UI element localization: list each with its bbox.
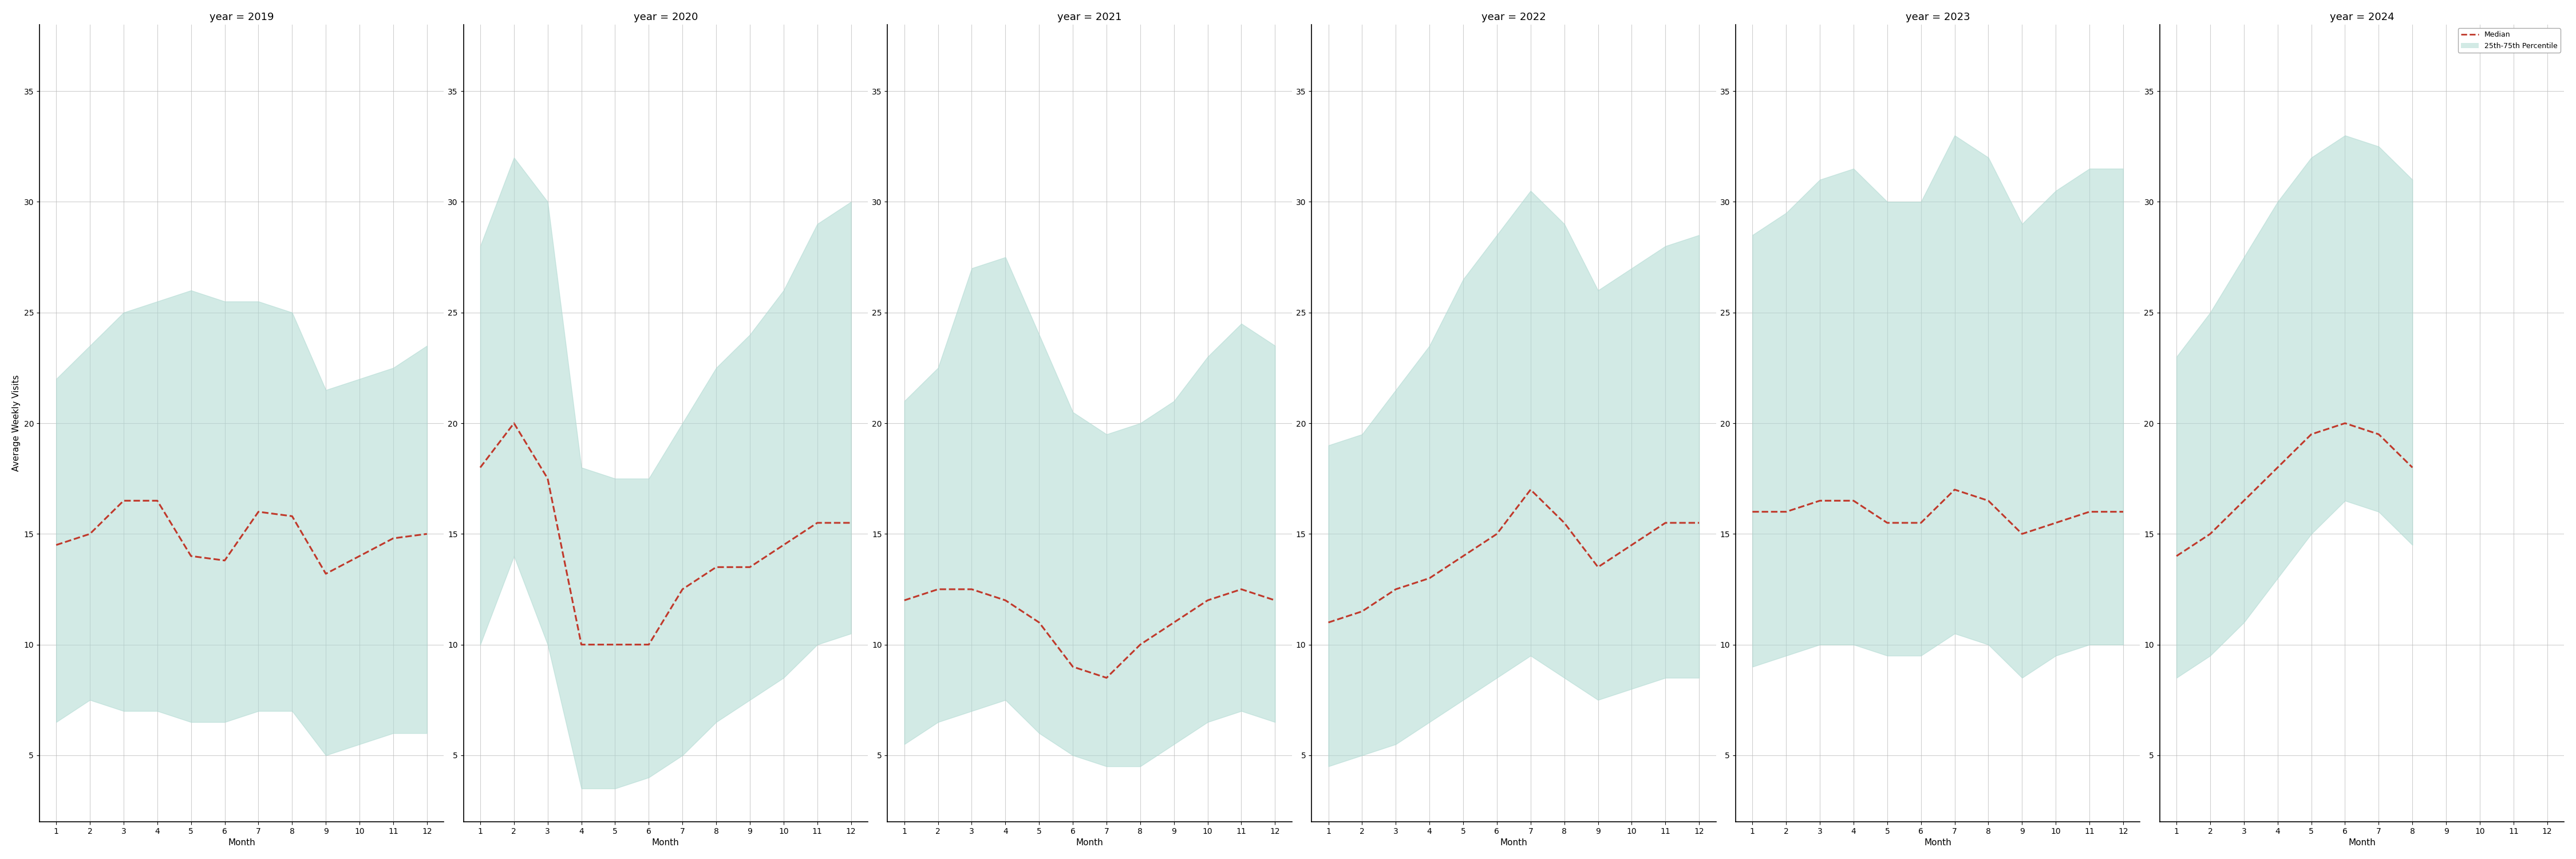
Median: [1685, 518, 1716, 528]
Median: [889, 595, 920, 606]
Title: year = 2023: year = 2023: [1906, 12, 1971, 22]
Median: [1906, 518, 1937, 528]
Median: [1226, 584, 1257, 594]
Median: [1448, 551, 1479, 561]
Median: [1582, 562, 1613, 572]
Median: [667, 584, 698, 594]
Median: [2007, 529, 2038, 539]
X-axis label: Month: Month: [652, 838, 680, 847]
Median: [734, 562, 765, 572]
Y-axis label: Average Weekly Visits: Average Weekly Visits: [13, 375, 21, 472]
Median: [922, 584, 953, 594]
Median: [1023, 618, 1054, 628]
Median: [1347, 606, 1378, 617]
Median: [1940, 484, 1971, 495]
Title: year = 2019: year = 2019: [209, 12, 273, 22]
Line: Median: Median: [1752, 490, 2123, 534]
Median: [2040, 518, 2071, 528]
Legend: Median, 25th-75th Percentile: Median, 25th-75th Percentile: [2458, 28, 2561, 52]
Median: [1839, 496, 1870, 506]
Median: [1770, 507, 1801, 517]
Median: [1515, 484, 1546, 495]
Median: [801, 518, 832, 528]
X-axis label: Month: Month: [227, 838, 255, 847]
Median: [634, 639, 665, 649]
Median: [2161, 551, 2192, 561]
Median: [2396, 462, 2427, 472]
Median: [1481, 529, 1512, 539]
Line: Median: Median: [57, 501, 428, 574]
Median: [379, 533, 410, 544]
Median: [2262, 462, 2293, 472]
Median: [108, 496, 139, 506]
X-axis label: Month: Month: [1924, 838, 1953, 847]
Median: [2195, 529, 2226, 539]
Median: [1615, 539, 1646, 550]
Title: year = 2020: year = 2020: [634, 12, 698, 22]
Title: year = 2022: year = 2022: [1481, 12, 1546, 22]
Median: [464, 462, 495, 472]
Median: [1126, 639, 1157, 649]
Median: [276, 511, 307, 521]
Median: [1873, 518, 1904, 528]
Median: [1548, 518, 1579, 528]
Median: [1736, 507, 1767, 517]
Median: [1260, 595, 1291, 606]
Title: year = 2021: year = 2021: [1059, 12, 1123, 22]
Median: [242, 507, 273, 517]
Median: [1414, 573, 1445, 583]
Median: [209, 555, 240, 565]
Median: [1056, 661, 1087, 672]
Median: [1803, 496, 1834, 506]
Median: [1651, 518, 1682, 528]
Line: Median: Median: [1329, 490, 1700, 623]
Line: Median: Median: [479, 423, 850, 644]
Median: [768, 539, 799, 550]
Median: [2329, 418, 2360, 429]
Median: [345, 551, 376, 561]
Median: [1159, 618, 1190, 628]
Title: year = 2024: year = 2024: [2329, 12, 2393, 22]
Median: [1314, 618, 1345, 628]
Median: [2074, 507, 2105, 517]
Median: [1193, 595, 1224, 606]
Median: [175, 551, 206, 561]
Line: Median: Median: [2177, 423, 2411, 556]
Median: [2107, 507, 2138, 517]
X-axis label: Month: Month: [1077, 838, 1103, 847]
Median: [701, 562, 732, 572]
Median: [1381, 584, 1412, 594]
Median: [2295, 430, 2326, 440]
X-axis label: Month: Month: [2349, 838, 2375, 847]
Median: [1092, 673, 1123, 683]
Median: [600, 639, 631, 649]
Median: [1973, 496, 2004, 506]
Median: [956, 584, 987, 594]
Median: [989, 595, 1020, 606]
Median: [533, 473, 564, 484]
Median: [75, 529, 106, 539]
Median: [309, 569, 340, 579]
Median: [2362, 430, 2393, 440]
Median: [567, 639, 598, 649]
Median: [2228, 496, 2259, 506]
Line: Median: Median: [904, 589, 1275, 678]
Median: [835, 518, 866, 528]
X-axis label: Month: Month: [1499, 838, 1528, 847]
Median: [500, 418, 531, 429]
Median: [412, 529, 443, 539]
Median: [41, 539, 72, 550]
Median: [142, 496, 173, 506]
